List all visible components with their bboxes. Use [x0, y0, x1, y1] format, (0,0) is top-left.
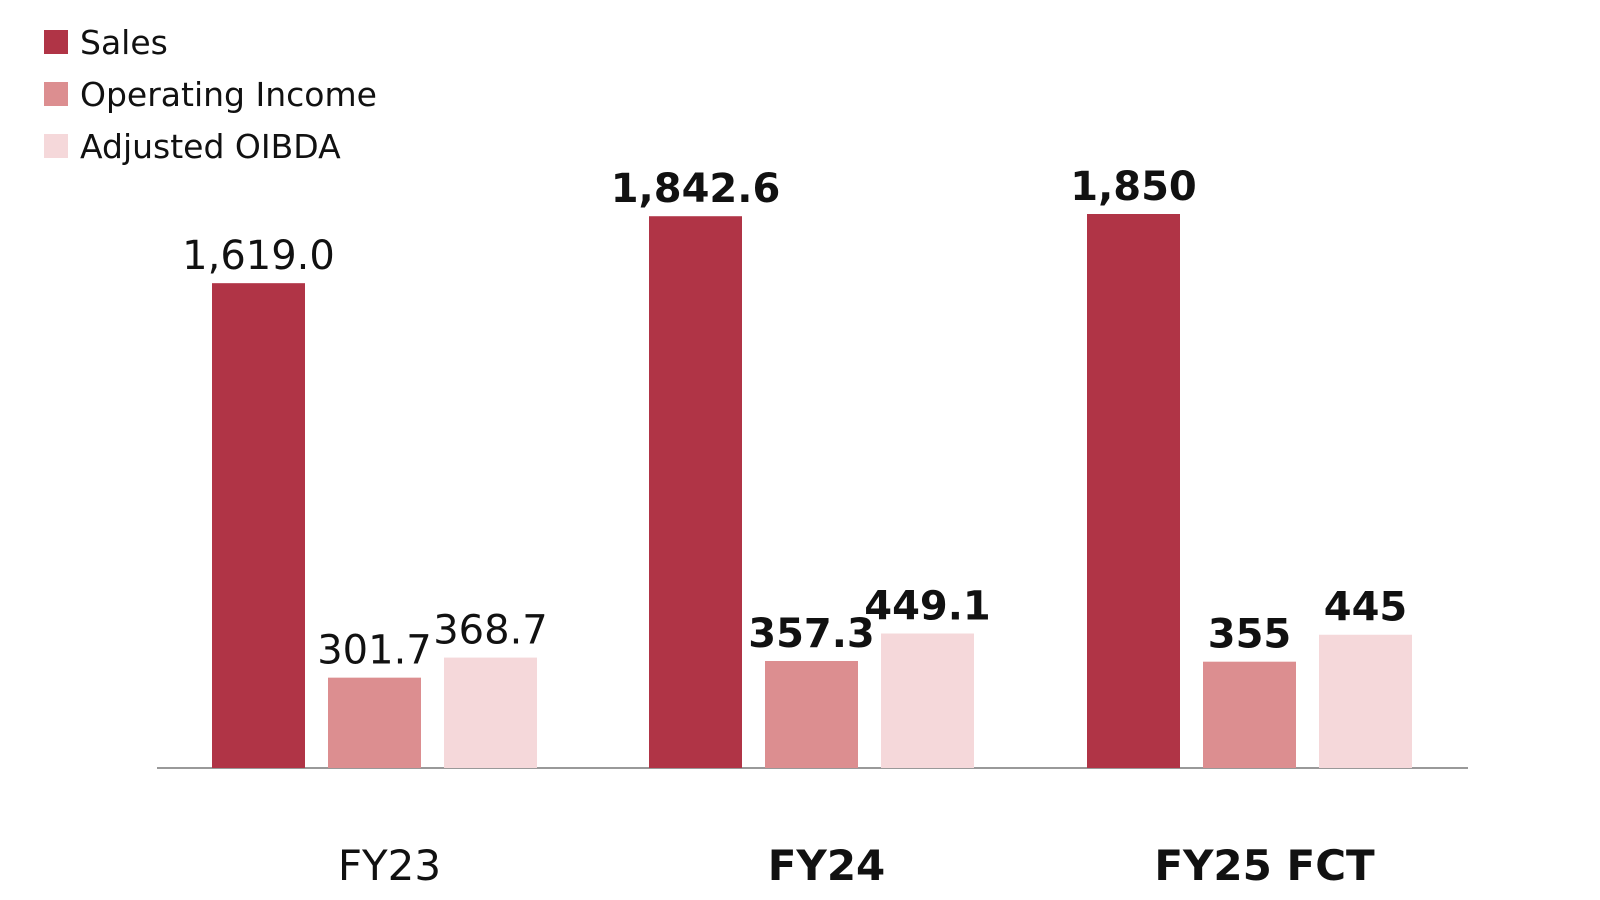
legend-swatch-operating-income — [44, 82, 68, 106]
data-label-operating-income-fy23: 301.7 — [317, 628, 432, 674]
legend-item-operating-income: Operating Income — [44, 68, 377, 120]
bar-sales-fy23 — [212, 283, 305, 768]
legend-label-operating-income: Operating Income — [80, 74, 377, 114]
legend-item-sales: Sales — [44, 16, 377, 68]
data-label-sales-fy23: 1,619.0 — [182, 233, 335, 279]
data-label-operating-income-fy24: 357.3 — [748, 611, 875, 657]
legend-item-adjusted-oibda: Adjusted OIBDA — [44, 120, 377, 172]
data-label-operating-income-fy25-fct: 355 — [1208, 612, 1292, 658]
bar-adjusted-oibda-fy23 — [444, 657, 537, 768]
category-label-fy25-fct: FY25 FCT — [1154, 841, 1375, 890]
bar-sales-fy24 — [649, 216, 742, 768]
legend-swatch-adjusted-oibda — [44, 134, 68, 158]
data-label-adjusted-oibda-fy25-fct: 445 — [1324, 585, 1408, 631]
legend: Sales Operating Income Adjusted OIBDA — [44, 16, 377, 172]
data-label-adjusted-oibda-fy24: 449.1 — [864, 584, 991, 630]
data-label-adjusted-oibda-fy23: 368.7 — [433, 608, 548, 654]
category-label-fy23: FY23 — [338, 841, 441, 890]
bar-adjusted-oibda-fy25-fct — [1319, 634, 1412, 768]
legend-label-adjusted-oibda: Adjusted OIBDA — [80, 126, 341, 166]
bar-operating-income-fy25-fct — [1203, 661, 1296, 768]
data-label-sales-fy25-fct: 1,850 — [1070, 164, 1197, 210]
bar-adjusted-oibda-fy24 — [881, 633, 974, 768]
category-label-fy24: FY24 — [768, 841, 886, 890]
legend-swatch-sales — [44, 30, 68, 54]
bar-sales-fy25-fct — [1087, 214, 1180, 768]
data-label-sales-fy24: 1,842.6 — [611, 166, 781, 212]
legend-label-sales: Sales — [80, 22, 168, 62]
bar-operating-income-fy23 — [328, 677, 421, 768]
bar-operating-income-fy24 — [765, 661, 858, 768]
